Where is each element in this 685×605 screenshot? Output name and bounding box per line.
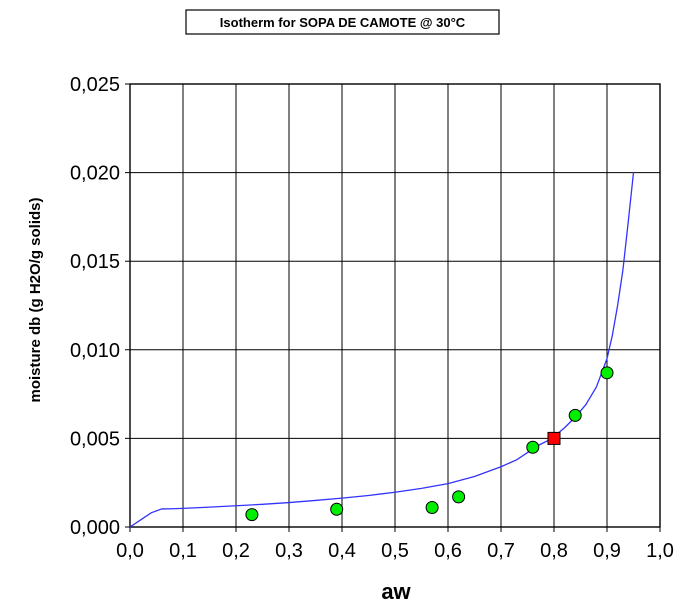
y-tick-label: 0,025 xyxy=(70,74,120,96)
data-point-square xyxy=(547,431,561,445)
data-point-circle xyxy=(526,440,540,454)
x-tick-label: 0,5 xyxy=(381,540,409,562)
y-tick-label: 0,015 xyxy=(70,251,120,273)
data-point-circle xyxy=(245,508,259,522)
data-point-circle xyxy=(452,490,466,504)
x-tick-label: 0,4 xyxy=(328,540,356,562)
chart-title-box: Isotherm for SOPA DE CAMOTE @ 30°C xyxy=(185,9,500,35)
axes xyxy=(129,83,661,528)
y-tick-label: 0,020 xyxy=(70,163,120,185)
x-tick-label: 0,8 xyxy=(540,540,568,562)
y-tick-labels: 0,000 0,005 0,010 0,015 0,020 0,025 xyxy=(70,74,120,539)
data-point-circle xyxy=(425,501,439,515)
chart-title-frame xyxy=(185,9,500,35)
x-axis-title: aw xyxy=(381,579,411,604)
x-tick-label: 0,3 xyxy=(275,540,303,562)
data-point-circle xyxy=(600,366,614,380)
x-tick-label: 0,1 xyxy=(169,540,197,562)
data-series xyxy=(129,172,635,528)
x-tick-label: 0,0 xyxy=(116,540,144,562)
x-tick-label: 0,9 xyxy=(593,540,621,562)
plot-frame xyxy=(129,83,661,528)
chart-title: Isotherm for SOPA DE CAMOTE @ 30°C xyxy=(220,15,466,30)
x-tick-label: 0,6 xyxy=(434,540,462,562)
x-tick-label: 0,7 xyxy=(487,540,515,562)
x-tick-labels: 0,0 0,1 0,2 0,3 0,4 0,5 0,6 0,7 0,8 0,9 1,0 xyxy=(116,540,674,562)
x-tick-label: 1,0 xyxy=(646,540,674,562)
data-point-circle xyxy=(568,408,582,422)
y-tick-label: 0,000 xyxy=(70,517,120,539)
y-axis-title: moisture db (g H2O/g solids) xyxy=(27,197,44,402)
data-point-circle xyxy=(330,502,344,516)
y-tick-label: 0,010 xyxy=(70,340,120,362)
y-tick-label: 0,005 xyxy=(70,428,120,450)
x-tick-label: 0,2 xyxy=(222,540,250,562)
